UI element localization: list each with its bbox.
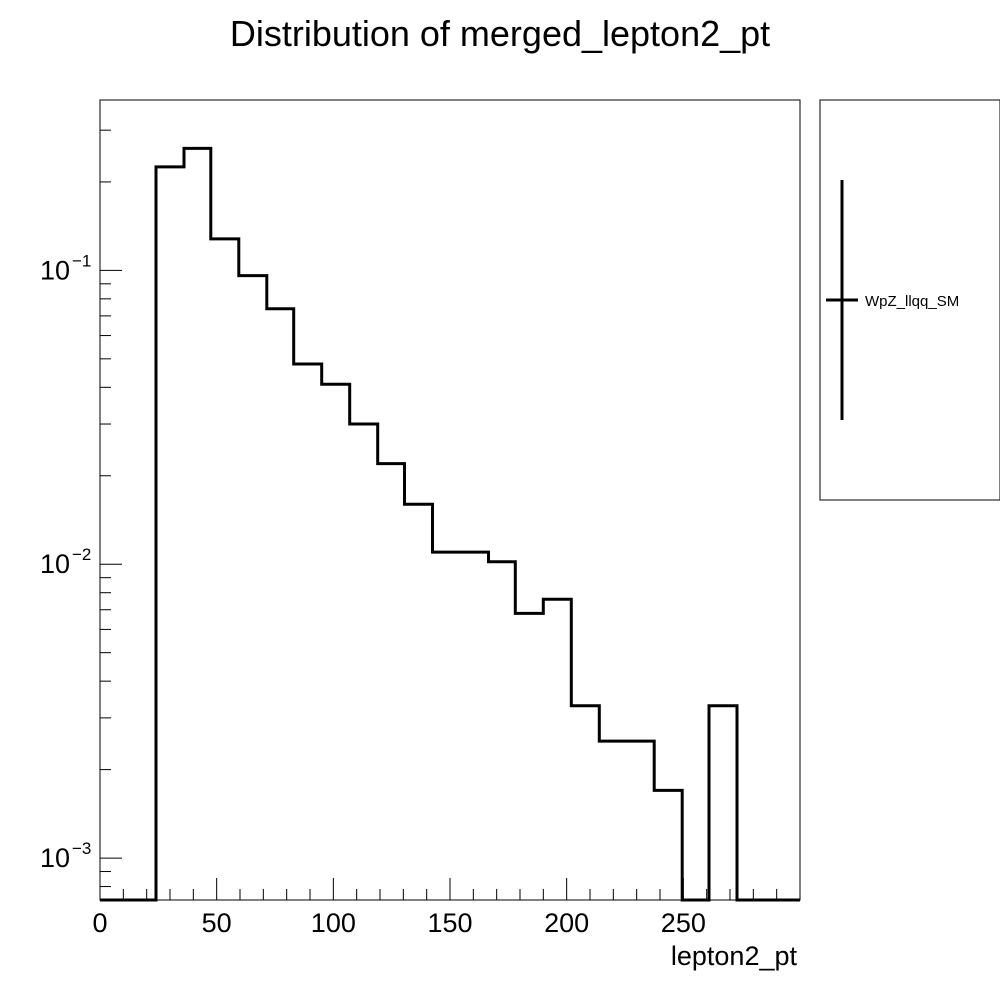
y-tick-exponent: −3 — [72, 839, 91, 858]
y-axis-ticks: 10−110−210−3 — [40, 129, 122, 888]
y-tick-exponent: −1 — [72, 251, 91, 270]
legend-label: WpZ_llqq_SM — [865, 293, 959, 310]
legend: WpZ_llqq_SM — [819, 99, 1000, 501]
y-tick-label: 10 — [40, 549, 70, 579]
y-tick-label: 10 — [40, 255, 70, 285]
y-tick-exponent: −2 — [72, 545, 91, 564]
plot-frame — [99, 99, 801, 901]
series-line-WpZ_llqq_SM — [100, 146, 800, 902]
x-tick-label: 100 — [311, 908, 356, 938]
x-tick-label: 250 — [661, 908, 706, 938]
y-tick-label: 10 — [40, 843, 70, 873]
x-axis-title: lepton2_pt — [671, 941, 798, 971]
x-axis-ticks: 0 50 100 150 200 250 — [92, 878, 778, 938]
x-tick-label: 150 — [427, 908, 472, 938]
x-tick-label: 50 — [202, 908, 232, 938]
x-tick-label: 0 — [92, 908, 107, 938]
x-tick-label: 200 — [544, 908, 589, 938]
chart-title: Distribution of merged_lepton2_pt — [230, 13, 770, 54]
